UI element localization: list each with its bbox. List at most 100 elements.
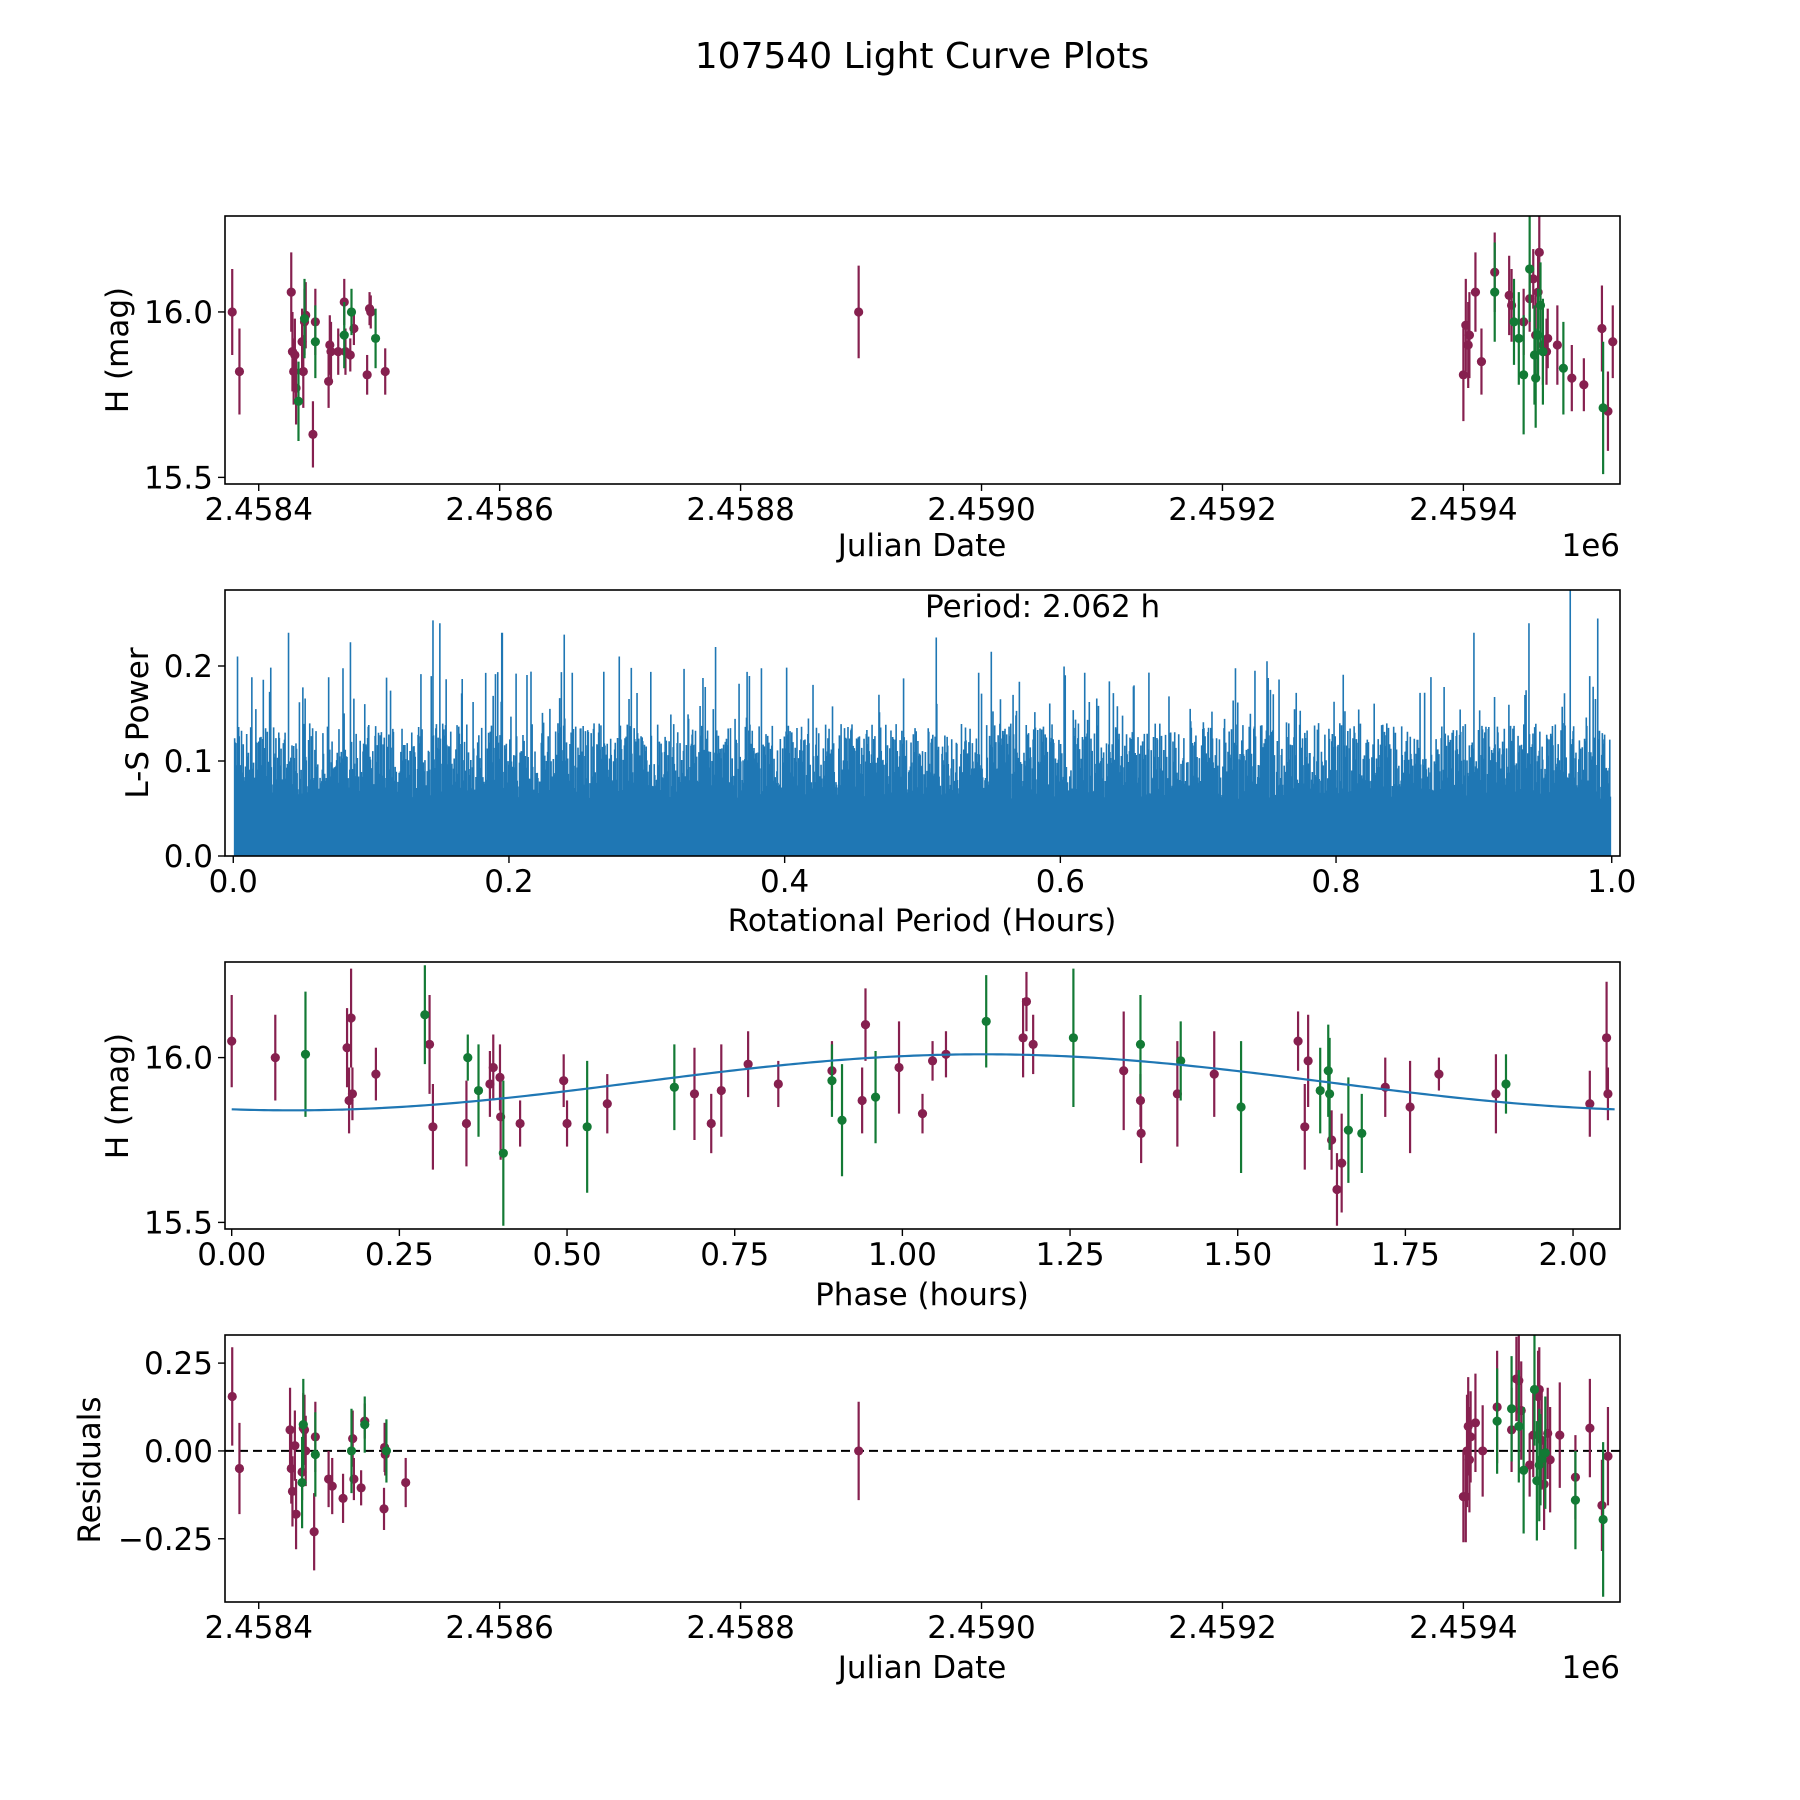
- phased-point-band_a: [371, 1069, 381, 1079]
- phased-point-band_a: [1491, 1089, 1501, 1099]
- phased-xtick-label: 1.75: [1371, 1237, 1440, 1273]
- periodogram-axes-frame: [224, 589, 1621, 857]
- periodogram-ytick-label: 0.0: [164, 839, 213, 875]
- residuals-panel: 2.4584 2.4586 2.4588 2.4590 2.4592 2.4594 −0.2…: [72, 1334, 1621, 1686]
- phased-point-band_a: [488, 1062, 498, 1073]
- phased-point-band_a: [1209, 1069, 1219, 1079]
- lightcurve-point-band_b: [339, 330, 349, 340]
- phased-axes-frame: [224, 961, 1621, 1230]
- periodogram-xtick-label: 1.0: [1587, 864, 1636, 900]
- lightcurve-ytick-label: 16.0: [144, 295, 213, 331]
- lightcurve-ylabel: H (mag): [100, 287, 136, 413]
- residuals-point-band_a: [338, 1493, 348, 1503]
- residuals-point-band_a: [1545, 1455, 1555, 1465]
- periodogram-xtick-label: 0.8: [1311, 864, 1360, 900]
- lightcurve-point-band_a: [333, 347, 343, 357]
- residuals-point-band_b: [1598, 1514, 1608, 1525]
- lightcurve-axes-frame: [224, 215, 1621, 485]
- residuals-point-band_a: [1603, 1451, 1613, 1461]
- residuals-point-band_a: [1525, 1460, 1535, 1470]
- phased-point-band_b: [582, 1122, 592, 1132]
- phased-point-band_b: [1068, 1033, 1079, 1043]
- residuals-ytick-label: −0.25: [118, 1522, 213, 1558]
- lightcurve-point-band_a: [308, 429, 318, 439]
- lightcurve-point-band_a: [1463, 340, 1473, 350]
- residuals-point-band_b: [1529, 1384, 1540, 1395]
- lightcurve-point-band_b: [346, 307, 357, 317]
- phased-point-band_b: [1343, 1125, 1353, 1135]
- residuals-xtick-label: 2.4594: [1409, 1610, 1517, 1646]
- lightcurve-ytick-label: 15.5: [144, 460, 213, 496]
- phased-point-band_b: [1357, 1128, 1367, 1139]
- periodogram-marks: [233, 590, 1612, 856]
- periodogram-line: [233, 590, 1612, 856]
- residuals-point-band_a: [379, 1504, 389, 1514]
- lightcurve-point-band_a: [290, 350, 300, 360]
- phased-point-band_b: [870, 1092, 881, 1102]
- phased-point-band_a: [1332, 1184, 1342, 1195]
- phased-point-band_b: [420, 1010, 430, 1020]
- phased-xtick-label: 1.25: [1036, 1237, 1105, 1273]
- residuals-marks: [225, 1335, 1620, 1597]
- residuals-xlabel: Julian Date: [836, 1650, 1007, 1686]
- phased-point-band_b: [1176, 1056, 1186, 1066]
- phased-point-band_b: [300, 1049, 311, 1059]
- lightcurve-point-band_b: [370, 333, 381, 344]
- lightcurve-point-band_a: [1567, 373, 1577, 383]
- lightcurve-point-band_b: [310, 337, 320, 347]
- phased-xtick-label: 0.50: [533, 1237, 602, 1273]
- phased-point-band_a: [1136, 1128, 1146, 1139]
- phased-point-band_b: [1324, 1089, 1335, 1099]
- periodogram-ylabel: L-S Power: [120, 647, 156, 798]
- residuals-point-band_a: [285, 1425, 295, 1435]
- phased-ticks: 0.00 0.25 0.50 0.75 1.00 1.25 1.50 1.75 2.00 15.5…: [144, 1041, 1608, 1273]
- periodogram-ticks: 0.0 0.2 0.4 0.6 0.8 1.0 0.0 0.1 0.2: [164, 649, 1637, 900]
- phased-point-band_a: [917, 1109, 928, 1119]
- lightcurve-point-band_b: [1525, 264, 1535, 274]
- residuals-xtick-label: 2.4586: [445, 1610, 553, 1646]
- phased-point-band_a: [927, 1056, 938, 1066]
- phased-ytick-label: 16.0: [144, 1041, 213, 1077]
- phased-point-band_a: [1303, 1056, 1313, 1066]
- residuals-point-band_a: [287, 1486, 298, 1496]
- periodogram-ytick-label: 0.2: [164, 649, 213, 685]
- phased-ytick-label: 15.5: [144, 1205, 213, 1241]
- lightcurve-point-band_b: [1490, 287, 1500, 297]
- phased-xtick-label: 0.00: [197, 1237, 266, 1273]
- residuals-xtick-label: 2.4584: [204, 1610, 312, 1646]
- phased-point-band_a: [1603, 1089, 1613, 1099]
- lightcurve-xtick-label: 2.4586: [445, 492, 553, 528]
- phased-xtick-label: 1.50: [1203, 1237, 1272, 1273]
- periodogram-panel: 0.0 0.2 0.4 0.6 0.8 1.0 0.0 0.1 0.2 Period: 2.06…: [120, 589, 1636, 939]
- residuals-point-band_a: [227, 1391, 237, 1402]
- residuals-point-band_a: [309, 1527, 319, 1537]
- phased-point-band_a: [227, 1036, 237, 1046]
- residuals-point-band_b: [381, 1446, 392, 1456]
- lightcurve-xlabel: Julian Date: [836, 528, 1007, 564]
- phased-point-band_b: [837, 1115, 847, 1125]
- phased-point-band_b: [463, 1052, 473, 1063]
- phased-point-band_a: [706, 1118, 716, 1129]
- phased-xtick-label: 2.00: [1539, 1237, 1608, 1273]
- phased-ylabel: H (mag): [100, 1033, 136, 1159]
- phased-point-band_b: [1501, 1079, 1511, 1089]
- phased-point-band_b: [473, 1085, 484, 1096]
- phased-point-band_a: [716, 1085, 726, 1096]
- phased-point-band_a: [346, 1013, 356, 1023]
- residuals-point-band_b: [360, 1419, 370, 1430]
- residuals-point-band_b: [1514, 1421, 1524, 1431]
- phased-point-band_b: [1315, 1085, 1325, 1096]
- lightcurve-point-band_a: [1597, 323, 1607, 334]
- lightcurve-point-band_a: [366, 307, 376, 317]
- phased-point-band_a: [1028, 1039, 1038, 1050]
- lightcurve-point-band_a: [1470, 287, 1481, 297]
- phased-point-band_a: [1601, 1033, 1612, 1043]
- lightcurve-point-band_a: [854, 307, 864, 317]
- phased-point-band_a: [1119, 1066, 1129, 1076]
- lightcurve-marks: [227, 216, 1618, 475]
- residuals-point-band_a: [1478, 1446, 1488, 1456]
- residuals-point-band_b: [297, 1477, 307, 1488]
- lightcurve-point-band_a: [1458, 370, 1468, 380]
